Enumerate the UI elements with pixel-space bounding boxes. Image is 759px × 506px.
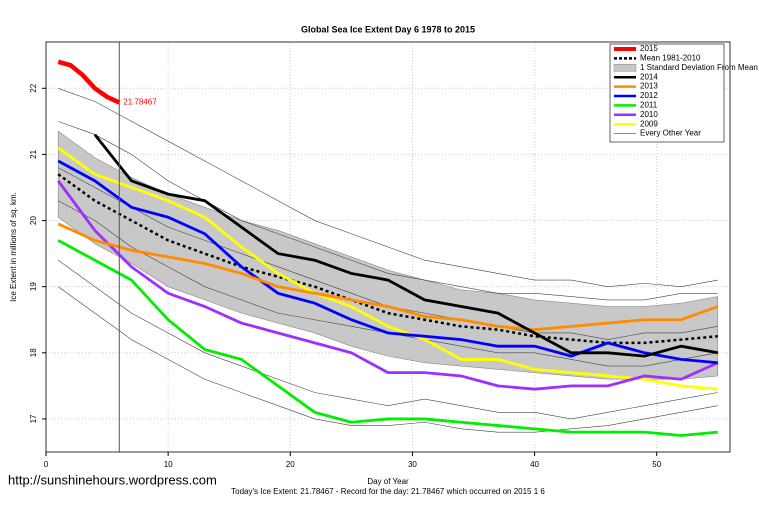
series-line <box>57 59 121 105</box>
other-year-line <box>58 259 718 420</box>
y-tick-label: 17 <box>29 414 38 423</box>
x-tick-label: 0 <box>44 460 49 469</box>
legend-label: 2012 <box>640 91 658 100</box>
value-label: 21.78467 <box>123 98 157 107</box>
y-tick-label: 20 <box>29 216 38 225</box>
series-line <box>57 159 718 365</box>
x-tick-label: 20 <box>286 460 295 469</box>
other-year-line <box>58 88 718 287</box>
series-line <box>57 222 719 332</box>
legend-label: 1 Standard Deviation From Mean <box>640 63 758 72</box>
y-tick-label: 21 <box>29 149 38 158</box>
legend-label: 2009 <box>640 119 658 128</box>
series-line <box>57 180 719 391</box>
legend-label: 2011 <box>640 101 658 110</box>
other-year-line <box>58 286 718 433</box>
x-tick-label: 50 <box>652 460 661 469</box>
other-year-line <box>58 121 718 301</box>
legend-swatch <box>613 64 637 72</box>
y-tick-label: 19 <box>29 282 38 291</box>
plot-frame <box>45 41 731 453</box>
x-tick-label: 40 <box>530 460 539 469</box>
std-band <box>57 130 719 380</box>
series-line <box>57 239 718 437</box>
legend-label: Mean 1981-2010 <box>640 54 701 63</box>
y-axis-label: Ice Extent in millions of sq. km. <box>9 192 18 302</box>
legend-box <box>609 43 725 143</box>
x-tick-label: 10 <box>164 460 173 469</box>
y-tick-label: 22 <box>29 83 38 92</box>
series-line <box>57 146 718 391</box>
chart-title: Global Sea Ice Extent Day 6 1978 to 2015 <box>301 24 475 34</box>
legend-label: 2013 <box>640 82 658 91</box>
x-tick-label: 30 <box>408 460 417 469</box>
y-tick-label: 18 <box>29 348 38 357</box>
x-axis-label: Day of Year <box>367 477 409 486</box>
legend-label: Every Other Year <box>640 129 701 138</box>
watermark: http://sunshinehours.wordpress.com <box>8 472 217 487</box>
legend-label: 2014 <box>640 72 658 81</box>
legend-label: 2010 <box>640 110 658 119</box>
series-line <box>93 133 719 358</box>
legend-label: 2015 <box>640 44 658 53</box>
footer: Today's Ice Extent: 21.78467 - Record fo… <box>231 487 545 496</box>
